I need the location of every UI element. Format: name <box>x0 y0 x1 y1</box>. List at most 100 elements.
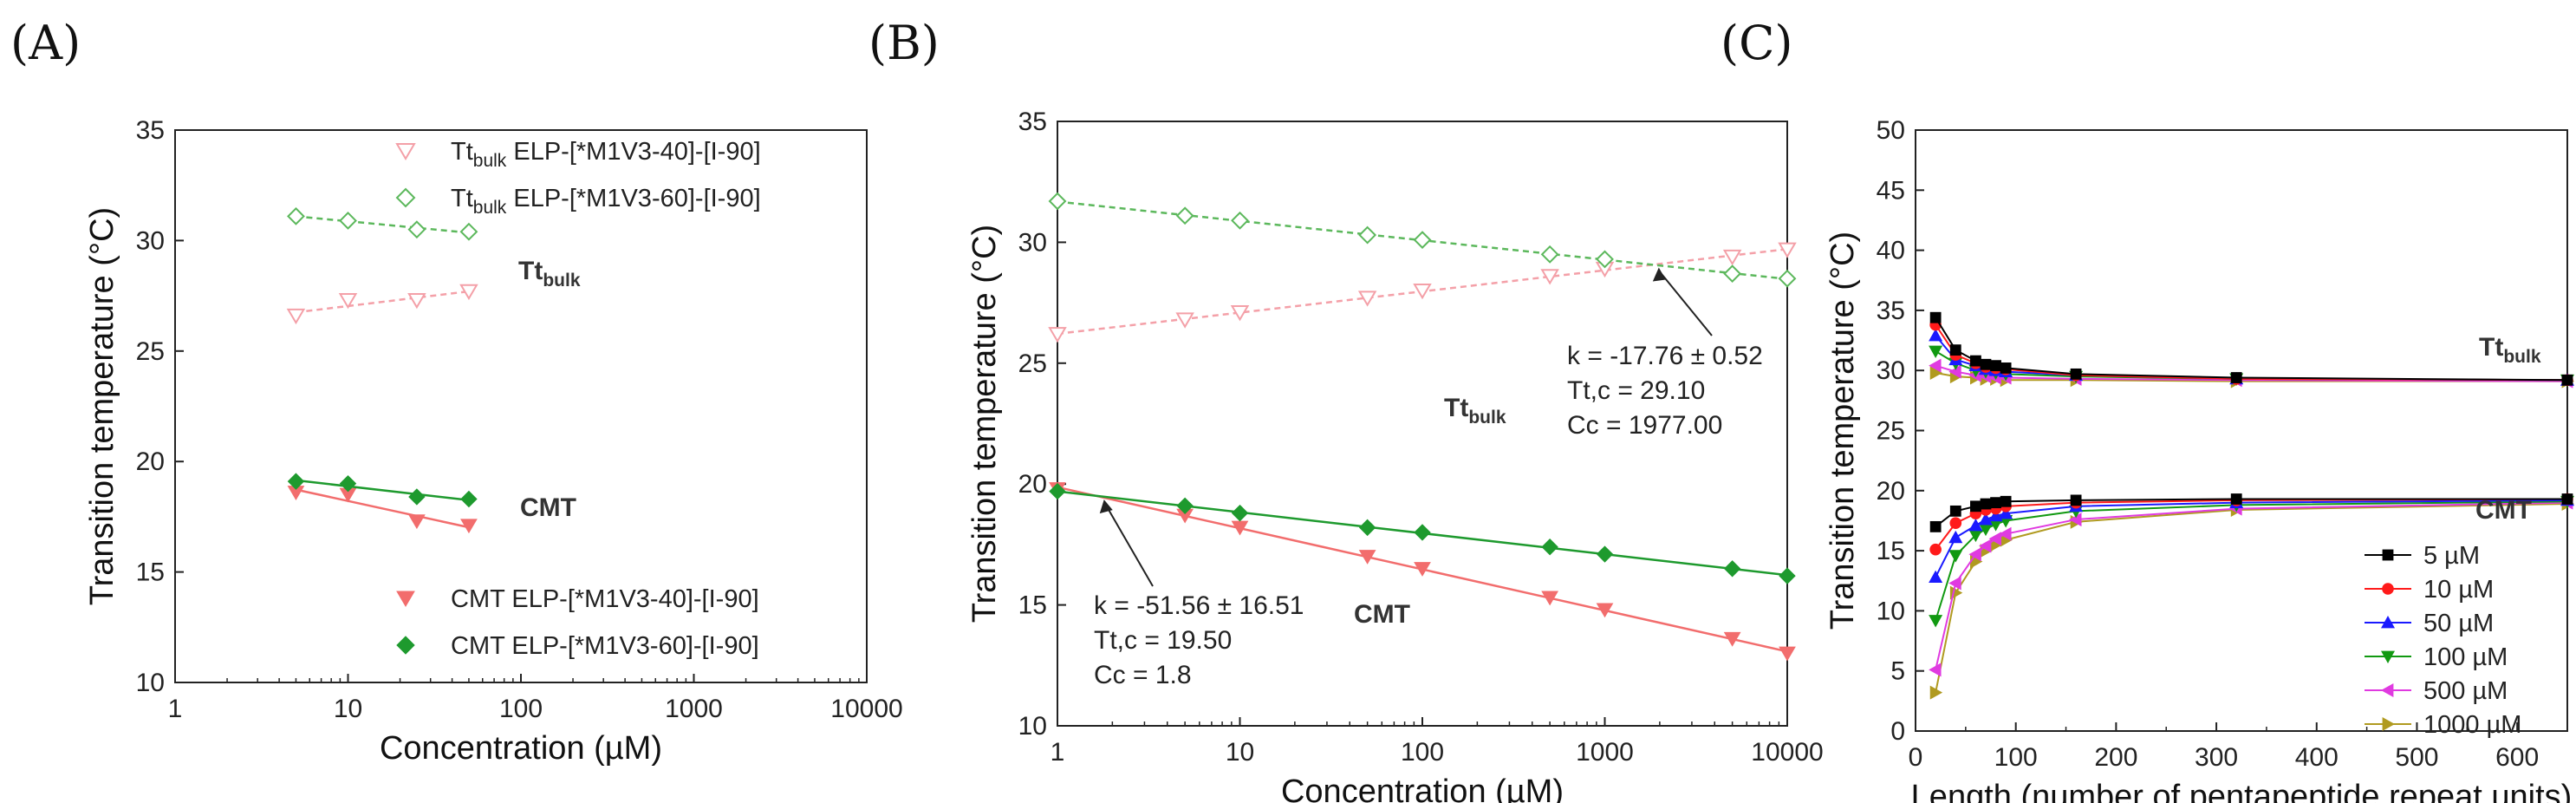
y-tick-label: 35 <box>1018 108 1047 136</box>
legend-label-tt60: Ttbulk ELP-[*M1V3-60]-[I-90] <box>451 185 761 218</box>
data-point-cmt_pink <box>1779 646 1796 662</box>
y-tick-label: 10 <box>1018 712 1047 741</box>
cmt-k-annotation: k = -51.56 ± 16.51 <box>1094 591 1304 620</box>
legend-marker-cmt60 <box>396 636 415 655</box>
tt-bulk-annotation: Ttbulk <box>518 257 581 291</box>
data-point-tt_pink <box>1175 312 1194 329</box>
y-tick-label: 35 <box>1877 297 1905 325</box>
y-axis-label: Transition temperature (°C) <box>84 207 120 605</box>
legend-label: 5 µM <box>2423 542 2480 570</box>
y-tick-label: 5 <box>1890 657 1905 686</box>
x-tick-label: 10 <box>1226 738 1254 767</box>
panel-a-letter: (A) <box>10 16 81 70</box>
data-point-cmt_green <box>1414 524 1431 541</box>
legend-marker <box>2382 717 2395 731</box>
data-point-lower <box>1988 519 2003 532</box>
data-point-cmt_green <box>1176 497 1194 514</box>
data-point-lower <box>1988 508 2003 522</box>
data-point-lower <box>2070 494 2082 506</box>
y-tick-label: 25 <box>1877 417 1905 446</box>
bulk-ttc-annotation: Tt,c = 29.10 <box>1567 376 1705 405</box>
data-point-cmt_pink <box>1723 631 1741 647</box>
y-tick-label: 50 <box>1877 116 1905 145</box>
legend-marker <box>2382 583 2394 595</box>
x-tick-label: 0 <box>1909 743 1923 772</box>
legend-label: 50 µM <box>2423 610 2494 637</box>
y-tick-label: 15 <box>136 558 165 587</box>
data-point-upper <box>1929 358 1942 373</box>
data-point-upper <box>1929 311 1942 323</box>
legend-label-cmt40: CMT ELP-[*M1V3-40]-[I-90] <box>451 585 759 613</box>
legend-marker-cmt40 <box>396 591 415 607</box>
data-point-upper <box>2000 362 2012 374</box>
x-tick-label: 100 <box>1994 743 2038 772</box>
tt-bulk-annotation: Ttbulk <box>1444 394 1506 428</box>
data-point-tt_green <box>1358 225 1377 245</box>
data-point-tt_green <box>1540 245 1559 264</box>
data-point-lower <box>1999 506 2013 519</box>
data-point-upper <box>1929 345 1943 359</box>
fit-line-cmt40 <box>296 488 470 529</box>
cmt-arrow-head <box>1099 499 1113 514</box>
data-point-cmt40 <box>408 514 426 530</box>
data-point-lower <box>1948 550 1963 563</box>
data-point-tt_green <box>1723 264 1742 284</box>
y-tick-label: 30 <box>1877 356 1905 385</box>
y-tick-label: 20 <box>1877 477 1905 506</box>
data-point-tt60 <box>287 206 305 225</box>
data-point-tt_green <box>1175 206 1194 225</box>
legend-marker-tt40 <box>395 143 416 160</box>
fit-line-tt60 <box>296 215 470 234</box>
y-tick-label: 40 <box>1877 237 1905 265</box>
data-point-lower <box>2000 495 2012 507</box>
legend-marker <box>2381 683 2394 697</box>
data-point-cmt60 <box>287 473 305 490</box>
data-point-tt_green <box>1048 192 1067 211</box>
data-point-lower <box>1968 529 1983 543</box>
y-tick-label: 20 <box>136 447 165 476</box>
y-axis-label: Transition temperature (°C) <box>966 225 1003 623</box>
data-point-lower <box>1948 530 1963 544</box>
data-point-cmt60 <box>339 474 357 493</box>
x-tick-label: 600 <box>2495 743 2539 772</box>
data-point-lower <box>2069 512 2082 527</box>
x-axis-label: Concentration (µM) <box>380 730 662 767</box>
fit-line-cmt60 <box>296 479 470 501</box>
y-tick-label: 25 <box>136 337 165 366</box>
data-point-cmt60 <box>460 490 478 508</box>
data-point-tt_green <box>1231 211 1249 230</box>
data-point-cmt_green <box>1049 482 1066 500</box>
data-point-upper <box>1929 329 1943 342</box>
data-point-cmt_pink <box>1414 562 1431 577</box>
data-point-lower <box>1929 570 1943 583</box>
data-point-tt60 <box>407 220 426 239</box>
bulk-cc-annotation: Cc = 1977.00 <box>1567 411 1722 440</box>
cmt-annotation: CMT <box>520 493 576 522</box>
legend-label: 10 µM <box>2423 576 2494 604</box>
data-point-lower <box>1978 523 1993 537</box>
data-point-lower <box>2230 493 2242 505</box>
data-point-tt_green <box>1596 250 1614 269</box>
data-point-cmt_pink <box>1358 550 1376 565</box>
data-point-lower <box>1988 532 2001 546</box>
y-axis-label: Transition temperature (°C) <box>1825 232 1861 630</box>
data-point-lower <box>1948 576 1961 591</box>
data-point-tt_pink <box>1413 283 1432 300</box>
data-point-upper <box>1970 355 1981 367</box>
data-point-tt_pink <box>1048 327 1067 343</box>
legend-marker <box>2381 616 2395 629</box>
bulk-arrow-line <box>1660 271 1713 336</box>
data-point-lower <box>1968 518 1983 532</box>
series-line-upper <box>1935 317 2568 382</box>
cmt-ttc-annotation: Tt,c = 19.50 <box>1094 626 1232 655</box>
data-point-tt40 <box>286 308 306 325</box>
data-point-tt60 <box>339 212 357 230</box>
x-axis-label: Concentration (µM) <box>1281 774 1564 803</box>
data-point-tt_pink <box>1230 305 1250 322</box>
y-tick-label: 35 <box>136 116 165 145</box>
data-point-lower <box>1929 685 1943 700</box>
data-point-upper <box>2561 374 2573 386</box>
panel-b-letter: (B) <box>868 16 940 70</box>
data-point-cmt_green <box>1231 504 1249 522</box>
